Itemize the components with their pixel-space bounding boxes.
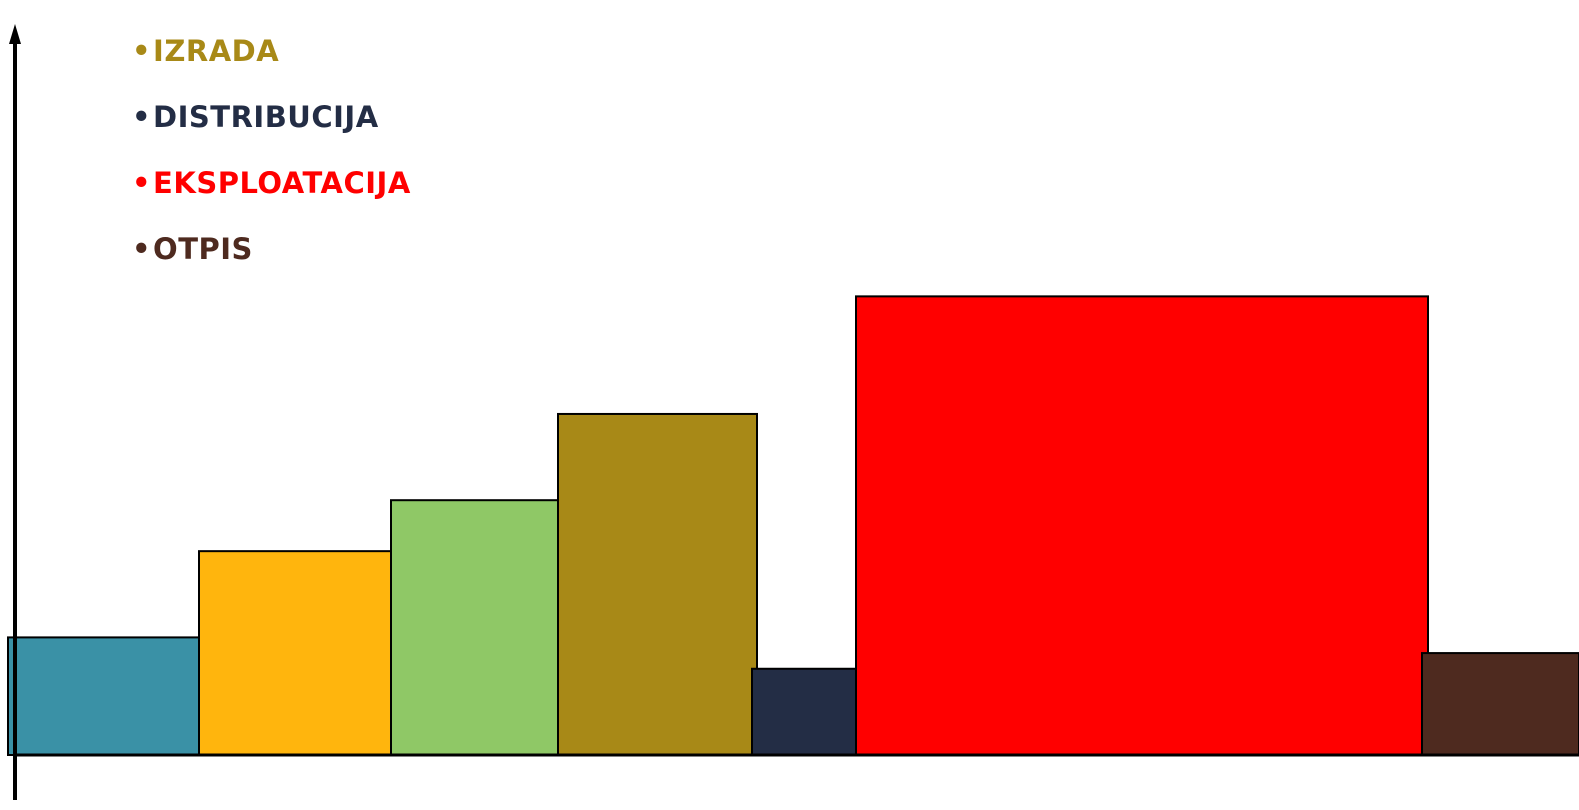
block-3 (390, 499, 559, 757)
legend-label-eksploatacija: EKSPLOATACIJA (153, 166, 411, 200)
block-izrada (557, 412, 758, 756)
blocks-layer (7, 295, 1579, 757)
legend-item-otpis: •OTPIS (132, 216, 411, 282)
block-2 (198, 550, 392, 756)
legend-label-distribucija: DISTRIBUCIJA (153, 100, 379, 134)
legend-bullet: • (132, 232, 152, 266)
legend-bullet: • (132, 34, 152, 68)
legend-label-izrada: IZRADA (153, 34, 280, 68)
legend-item-izrada: •IZRADA (132, 18, 411, 84)
block-eksploatacija (855, 295, 1429, 756)
legend-bullet: • (132, 166, 152, 200)
block-1 (7, 636, 200, 757)
axis-arrow-icon (9, 24, 21, 44)
legend-item-distribucija: •DISTRIBUCIJA (132, 84, 411, 150)
legend: •IZRADA •DISTRIBUCIJA •EKSPLOATACIJA •OT… (132, 18, 411, 282)
block-otpis (1421, 652, 1579, 757)
block-distribucija (751, 667, 857, 757)
legend-label-otpis: OTPIS (153, 232, 253, 266)
legend-item-eksploatacija: •EKSPLOATACIJA (132, 150, 411, 216)
legend-bullet: • (132, 100, 152, 134)
